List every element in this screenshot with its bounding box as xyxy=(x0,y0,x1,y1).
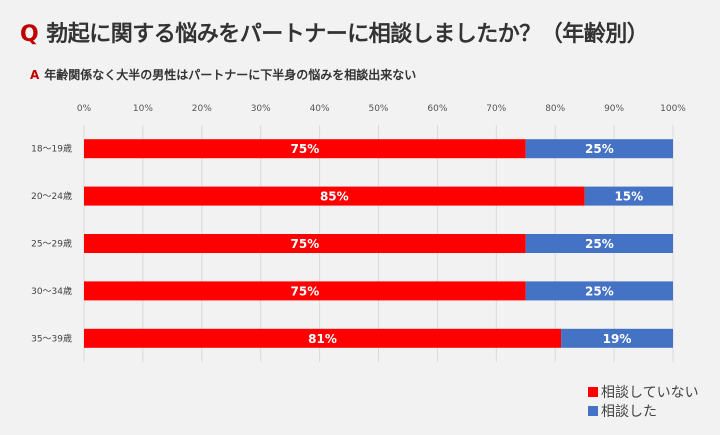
x-tick-label: 0% xyxy=(77,104,92,114)
data-label: 15% xyxy=(614,190,643,204)
category-label: 20〜24歳 xyxy=(31,190,72,202)
x-tick-label: 70% xyxy=(486,104,506,114)
x-tick-label: 80% xyxy=(545,104,565,114)
category-label: 18〜19歳 xyxy=(31,143,72,155)
category-label: 25〜29歳 xyxy=(31,238,72,250)
data-label: 25% xyxy=(585,237,614,251)
x-tick-label: 60% xyxy=(427,104,447,114)
legend-swatch xyxy=(588,387,598,397)
data-label: 75% xyxy=(291,284,320,298)
bar-segment xyxy=(84,234,526,253)
legend-swatch xyxy=(588,406,598,416)
bar-segment xyxy=(84,328,562,348)
chart-subtitle: A 年齢関係なく大半の男性はパートナーに下半身の悩みを相談出来ない xyxy=(30,66,416,83)
data-label: 25% xyxy=(585,284,614,298)
x-tick-label: 100% xyxy=(660,104,686,114)
data-label: 75% xyxy=(291,142,320,156)
bar-segment xyxy=(525,281,673,301)
x-tick-label: 50% xyxy=(368,104,388,114)
legend: 相談していない 相談した xyxy=(588,384,699,422)
bar-segment xyxy=(84,281,526,301)
x-tick-label: 40% xyxy=(310,104,330,114)
chart-title: Q 勃起に関する悩みをパートナーに相談しましたか？（年齢別） xyxy=(20,16,649,48)
bar-segment xyxy=(525,139,673,159)
bar-segment xyxy=(584,186,673,206)
legend-item-consulted: 相談した xyxy=(588,403,699,422)
data-label: 19% xyxy=(603,332,632,346)
x-tick-label: 20% xyxy=(192,104,212,114)
question-prefix: Q xyxy=(20,22,39,47)
data-label: 75% xyxy=(291,237,320,251)
question-text: 勃起に関する悩みをパートナーに相談しましたか？（年齢別） xyxy=(46,22,649,47)
x-tick-label: 30% xyxy=(251,104,271,114)
data-label: 81% xyxy=(308,332,337,346)
data-label: 25% xyxy=(585,142,614,156)
legend-item-not-consulted: 相談していない xyxy=(588,384,699,403)
answer-text: 年齢関係なく大半の男性はパートナーに下半身の悩みを相談出来ない xyxy=(44,68,417,82)
bar-segment xyxy=(84,186,585,206)
category-label: 30〜34歳 xyxy=(31,285,72,297)
x-tick-label: 10% xyxy=(133,104,153,114)
x-tick-label: 90% xyxy=(604,104,624,114)
bar-segment xyxy=(84,139,526,159)
bar-segment xyxy=(525,234,673,253)
category-label: 35〜39歳 xyxy=(31,332,72,344)
data-label: 85% xyxy=(320,190,349,204)
bar-segment xyxy=(561,328,673,348)
answer-prefix: A xyxy=(30,68,40,82)
